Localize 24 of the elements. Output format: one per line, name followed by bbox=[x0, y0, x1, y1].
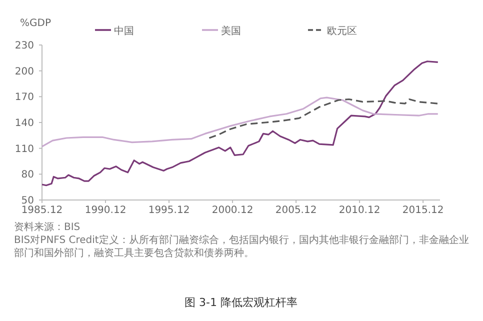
x-tick-label: 1995.12 bbox=[148, 205, 190, 216]
y-tick-label: 50 bbox=[21, 196, 34, 206]
y-tick-label: 170 bbox=[14, 92, 34, 104]
text: BIS对PNFS Credit定义：从所有部门融资综合，包括国内银行，国内其他非银行金融部门，非金融企业部门和国外部门，融资工具主要包含贷款和债券两种。 bbox=[14, 234, 469, 259]
x-tick-label: 1985.12 bbox=[21, 205, 63, 216]
y-tick-label: 230 bbox=[14, 40, 34, 52]
y-tick-label: 110 bbox=[14, 144, 34, 155]
line-series bbox=[208, 98, 439, 139]
x-tick-label: 2015.12 bbox=[402, 205, 444, 216]
legend-label: 中国 bbox=[114, 25, 134, 37]
caption: 图 3-1 降低宏观杠杆率 bbox=[184, 296, 298, 309]
y-tick-label: 200 bbox=[14, 66, 34, 78]
x-tick-label: 2010.12 bbox=[338, 205, 380, 216]
text: 资料来源：BIS bbox=[14, 221, 80, 233]
x-tick-label: 1990.12 bbox=[84, 205, 126, 216]
x-tick-label: 2005.12 bbox=[275, 205, 317, 216]
y-tick-label: 80 bbox=[21, 170, 34, 181]
legend-label: 美国 bbox=[221, 25, 241, 37]
line-series bbox=[41, 96, 439, 148]
y-tick-label: 140 bbox=[14, 118, 34, 129]
x-tick-label: 2000.12 bbox=[212, 205, 254, 216]
line-series bbox=[41, 60, 439, 186]
legend-label: 欧元区 bbox=[327, 26, 357, 37]
y-axis-title: %GDP bbox=[20, 18, 51, 29]
